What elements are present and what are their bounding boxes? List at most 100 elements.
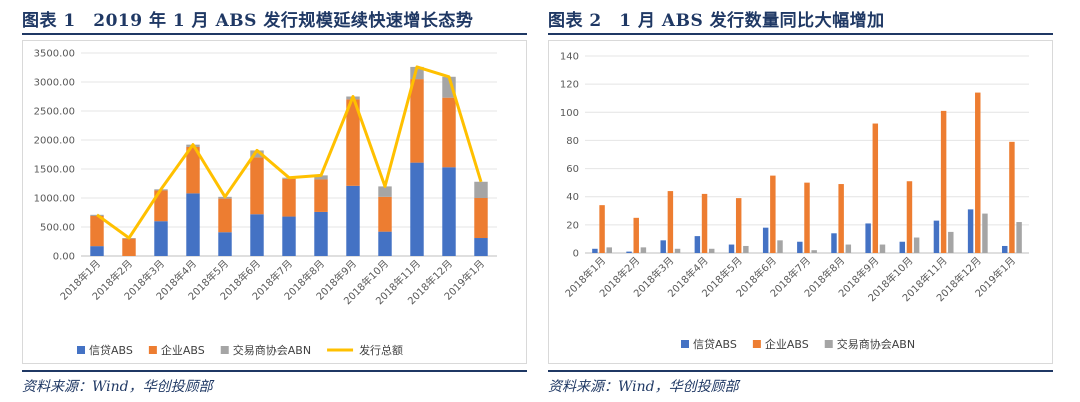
bar-credit	[592, 248, 598, 253]
bar-abn	[913, 237, 920, 253]
legend-swatch	[77, 346, 85, 354]
legend-swatch	[148, 346, 157, 354]
bar-credit	[899, 241, 906, 253]
y-tick-label: 2500.00	[34, 107, 75, 118]
bar-credit	[410, 162, 424, 256]
bar-corp	[838, 184, 844, 253]
bar-credit	[314, 211, 328, 256]
bar-abn	[314, 175, 328, 180]
bar-abn	[250, 150, 264, 158]
bar-credit	[762, 227, 769, 253]
bar-corp	[940, 110, 947, 253]
bar-corp	[770, 175, 776, 253]
bar-credit	[626, 251, 632, 253]
figure-2-chart: 0204060801001201402018年1月2018年2月2018年3月2…	[560, 52, 1029, 351]
bar-corp	[599, 205, 605, 253]
figure-1-bottom-rule	[22, 370, 527, 372]
legend-swatch	[220, 346, 229, 354]
bar-abn	[743, 245, 749, 253]
figure-2-source: 资料来源：Wind，华创投顾部	[548, 379, 739, 395]
legend-label: 发行总额	[359, 343, 403, 357]
bar-credit	[282, 216, 296, 256]
y-tick-label: 3500.00	[34, 49, 75, 60]
bar-abn	[674, 248, 681, 253]
figure-2-panel: 图表 2 1 月 ABS 发行数量同比大幅增加 0 20 40 60 80 100 120 1…	[548, 0, 1078, 402]
bar-corp	[804, 182, 810, 253]
bar-credit	[378, 231, 392, 256]
y-tick-label: 3000.00	[34, 78, 75, 89]
bar-credit	[933, 220, 940, 253]
bar-abn	[1016, 222, 1022, 253]
bar-abn	[777, 240, 783, 253]
bar-credit	[1002, 245, 1008, 253]
figure-2-title: 图表 2 1 月 ABS 发行数量同比大幅增加	[548, 11, 885, 31]
bar-abn	[845, 244, 852, 253]
bar-corp	[906, 181, 913, 253]
bar-corp	[442, 97, 456, 168]
bar-credit	[186, 193, 200, 256]
bar-abn	[879, 244, 886, 253]
bar-corp	[378, 196, 392, 232]
y-tick-label: 0	[573, 249, 579, 260]
y-tick-label: 0.00	[53, 252, 75, 263]
bar-corp	[633, 217, 639, 253]
figure-1-top-rule	[22, 33, 527, 35]
legend-swatch	[752, 340, 761, 348]
bar-credit	[660, 240, 666, 253]
bar-corp	[1009, 141, 1015, 253]
legend-label: 企业ABS	[161, 343, 205, 357]
bar-abn	[948, 231, 954, 253]
y-tick-label: 60	[566, 164, 579, 175]
bar-abn	[474, 181, 488, 198]
bar-corp	[90, 215, 104, 247]
bar-corp	[667, 191, 674, 253]
bar-credit	[442, 167, 456, 256]
bar-credit	[797, 241, 803, 253]
legend-label: 信贷ABS	[89, 343, 133, 357]
bar-abn	[378, 186, 392, 197]
bar-abn	[606, 247, 612, 253]
bar-corp	[474, 198, 488, 239]
bar-credit	[218, 232, 232, 256]
y-tick-label: 140	[560, 52, 579, 63]
bar-corp	[282, 178, 296, 217]
bar-corp	[410, 79, 424, 163]
figure-2-chart-box: 0 20 40 60 80 100 120 140 2018年1月 2018年2月 2018年3月 2…	[548, 40, 1053, 364]
y-tick-label: 1500.00	[34, 165, 75, 176]
bar-credit	[728, 244, 735, 253]
legend-swatch	[681, 340, 689, 348]
figure-1-title: 图表 1 2019 年 1 月 ABS 发行规模延续快速增长态势	[22, 11, 474, 31]
bar-corp	[218, 198, 232, 233]
bar-corp	[735, 198, 742, 253]
bar-credit	[831, 233, 837, 253]
bar-credit	[694, 236, 701, 253]
y-tick-label: 80	[566, 136, 579, 147]
bar-credit	[967, 209, 974, 253]
legend-label: 企业ABS	[765, 337, 809, 351]
legend-label: 交易商协会ABN	[233, 343, 311, 357]
bar-corp	[154, 190, 168, 222]
line-total	[96, 65, 483, 240]
bar-corp	[186, 146, 200, 194]
bar-credit	[865, 223, 871, 253]
y-tick-label: 20	[566, 220, 579, 231]
figure-1-chart: 0.00 500.00 1000.00 1500.00 2000.00 2500.00 30…	[34, 49, 497, 357]
legend-label: 交易商协会ABN	[837, 337, 915, 351]
bar-abn	[811, 250, 817, 253]
y-tick-label: 1000.00	[34, 194, 75, 205]
legend-label: 信贷ABS	[693, 337, 737, 351]
bar-credit	[154, 221, 168, 256]
y-tick-label: 100	[560, 108, 579, 119]
bar-corp	[250, 157, 264, 215]
bar-abn	[982, 213, 988, 253]
bar-corp	[346, 99, 360, 186]
bar-corp	[975, 92, 981, 253]
bar-corp	[314, 179, 328, 212]
bar-corp	[701, 193, 708, 253]
bar-abn	[708, 248, 715, 253]
figure-1-panel: 图表 1 2019 年 1 月 ABS 发行规模延续快速增长态势 0.00 500…	[22, 0, 552, 402]
figure-2-bottom-rule	[548, 370, 1053, 372]
bar-abn	[640, 247, 647, 253]
figure-1-source: 资料来源：Wind，华创投顾部	[22, 379, 213, 395]
y-tick-label: 40	[566, 192, 579, 203]
